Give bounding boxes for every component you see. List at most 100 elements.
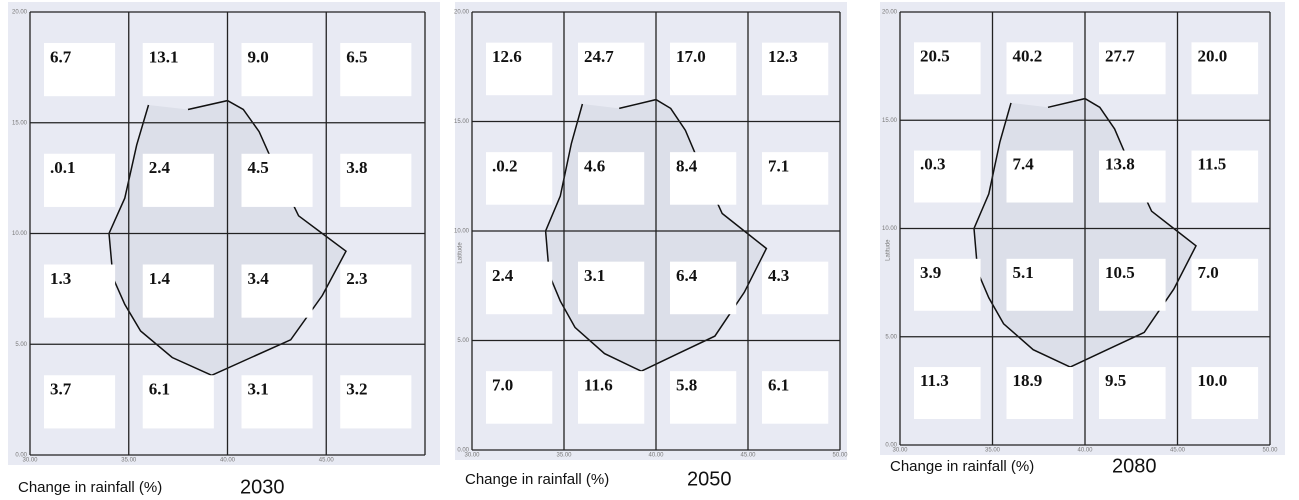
value-box xyxy=(142,43,214,97)
cell-value: .0.3 xyxy=(920,155,946,174)
value-box xyxy=(914,150,981,203)
x-tick-label: 40.00 xyxy=(220,458,236,464)
cell-value: 3.9 xyxy=(920,263,941,282)
cell-value: 12.3 xyxy=(768,47,798,66)
value-box xyxy=(670,261,737,315)
value-box xyxy=(44,43,116,97)
y-axis-label: Latitude xyxy=(886,239,892,261)
y-tick-label: 15.00 xyxy=(12,120,28,126)
country-outline xyxy=(973,97,1197,368)
year-label: 2080 xyxy=(1112,455,1157,477)
x-tick-label: 45.00 xyxy=(319,458,335,464)
caption: Change in rainfall (%) xyxy=(890,458,1034,475)
y-tick-label: 5.00 xyxy=(15,342,27,348)
caption-background xyxy=(888,455,1168,479)
value-box xyxy=(486,261,553,315)
cell-value: 3.7 xyxy=(50,380,72,399)
cell-value: 17.0 xyxy=(676,47,706,66)
cell-value: 7.0 xyxy=(492,375,513,394)
cell-value: 20.5 xyxy=(920,46,950,65)
value-box xyxy=(1006,258,1074,311)
caption-background xyxy=(463,468,743,492)
cell-value: 11.5 xyxy=(1198,155,1227,174)
value-box xyxy=(340,264,412,318)
value-box xyxy=(762,42,829,96)
cell-value: 6.1 xyxy=(149,380,170,399)
x-tick-label: 30.00 xyxy=(892,448,908,454)
cell-value: 4.6 xyxy=(584,156,605,175)
value-box xyxy=(142,264,214,318)
x-tick-label: 50.00 xyxy=(832,453,848,459)
cell-value: 1.4 xyxy=(149,269,171,288)
x-tick-label: 35.00 xyxy=(556,453,572,459)
cell-value: 7.1 xyxy=(768,156,789,175)
value-box xyxy=(340,153,412,207)
cell-value: 11.3 xyxy=(920,371,949,390)
cell-value: .0.1 xyxy=(50,158,76,177)
value-box xyxy=(670,42,737,96)
y-tick-label: 20.00 xyxy=(12,10,28,16)
cell-value: 1.3 xyxy=(50,269,71,288)
cell-value: 7.4 xyxy=(1013,155,1035,174)
value-box xyxy=(914,42,981,95)
cell-value: 18.9 xyxy=(1013,371,1043,390)
value-box xyxy=(1191,42,1259,95)
cell-value: 2.4 xyxy=(492,266,514,285)
y-tick-label: 10.00 xyxy=(12,231,28,237)
cell-value: 13.1 xyxy=(149,47,179,66)
map-panel: 6.7 13.1 9.0 6.5 .0.1 2.4 4.5 3.8 1.3 1.4 3.4 2.3 3.… xyxy=(8,2,440,500)
cell-value: 8.4 xyxy=(676,156,698,175)
x-tick-label: 30.00 xyxy=(464,453,480,459)
y-tick-label: 15.00 xyxy=(882,118,898,124)
cell-value: 3.2 xyxy=(346,380,367,399)
x-tick-label: 45.00 xyxy=(1170,448,1186,454)
value-box xyxy=(44,375,116,429)
cell-value: 7.0 xyxy=(1198,263,1219,282)
x-tick-label: 35.00 xyxy=(121,458,137,464)
value-box xyxy=(1099,367,1166,420)
y-tick-label: 5.00 xyxy=(457,338,469,344)
value-box xyxy=(1099,150,1166,203)
country-outline xyxy=(108,99,347,377)
value-box xyxy=(762,152,829,205)
value-box xyxy=(1191,258,1259,311)
value-box xyxy=(340,375,412,429)
value-box xyxy=(578,42,645,96)
x-tick-label: 50.00 xyxy=(1262,448,1278,454)
map-panel: 20.5 40.2 27.7 20.0 .0.3 7.4 13.8 11.5 3.9 5.1 10.… xyxy=(880,2,1285,479)
cell-value: 4.5 xyxy=(248,158,269,177)
value-box xyxy=(241,43,313,97)
cell-value: 20.0 xyxy=(1198,46,1228,65)
cell-value: 9.5 xyxy=(1105,371,1126,390)
cell-value: 5.1 xyxy=(1013,263,1034,282)
cell-value: 5.8 xyxy=(676,375,697,394)
y-tick-label: 5.00 xyxy=(885,334,897,340)
cell-value: 3.4 xyxy=(248,269,270,288)
value-box xyxy=(670,152,737,205)
caption: Change in rainfall (%) xyxy=(18,479,162,496)
x-tick-label: 35.00 xyxy=(985,448,1001,454)
year-label: 2050 xyxy=(687,468,732,490)
value-box xyxy=(1006,42,1074,95)
y-tick-label: 20.00 xyxy=(882,10,898,16)
x-tick-label: 40.00 xyxy=(648,453,664,459)
cell-value: 6.5 xyxy=(346,47,367,66)
value-box xyxy=(578,152,645,205)
cell-value: 27.7 xyxy=(1105,46,1135,65)
value-box xyxy=(1006,150,1074,203)
value-box xyxy=(142,375,214,429)
y-tick-label: 0.00 xyxy=(457,448,469,454)
value-box xyxy=(914,367,981,420)
cell-value: 11.6 xyxy=(584,375,613,394)
value-box xyxy=(1006,367,1074,420)
cell-value: 40.2 xyxy=(1013,46,1043,65)
cell-value: 6.1 xyxy=(768,375,789,394)
map-panel: 12.6 24.7 17.0 12.3 .0.2 4.6 8.4 7.1 2.4 3.1 6.4 4.… xyxy=(454,2,848,492)
cell-value: 13.8 xyxy=(1105,155,1135,174)
cell-value: 4.3 xyxy=(768,266,789,285)
caption-background xyxy=(16,476,296,500)
cell-value: 3.1 xyxy=(248,380,269,399)
cell-value: 6.4 xyxy=(676,266,698,285)
value-box xyxy=(762,371,829,424)
